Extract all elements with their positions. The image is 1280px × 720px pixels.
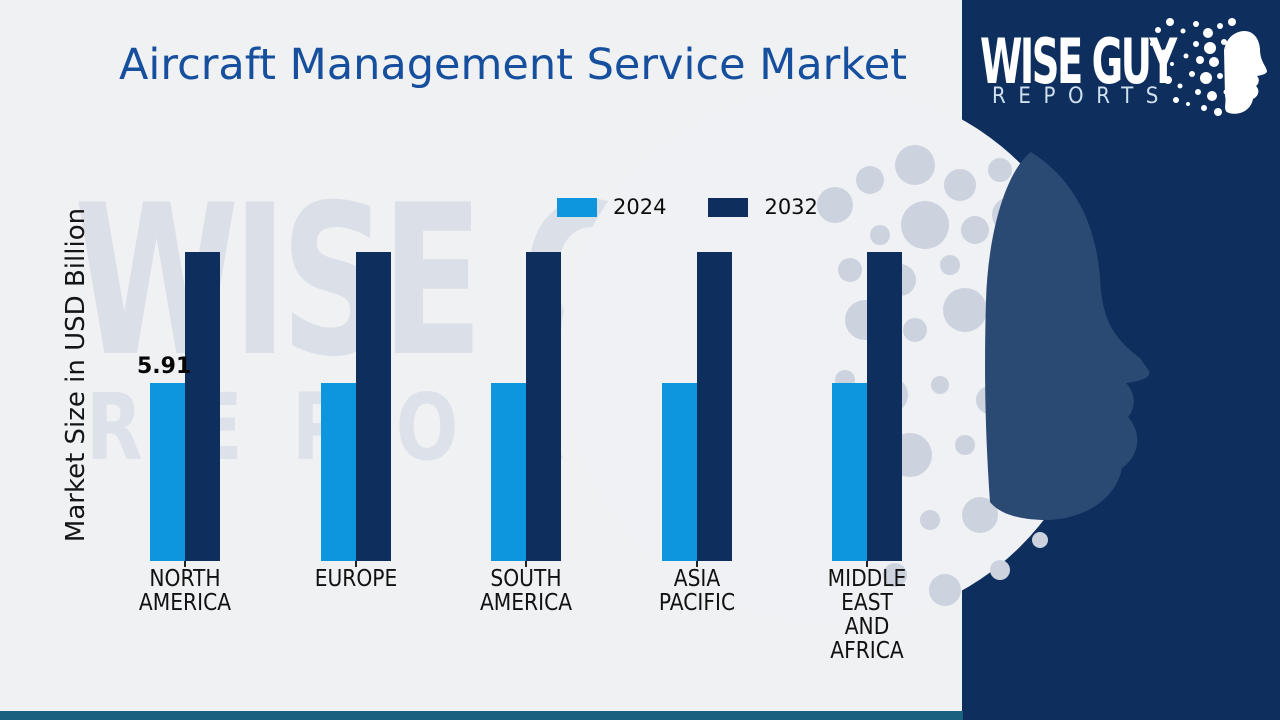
x-axis-label-middle-east-and-africa: MIDDLE EAST AND AFRICA: [827, 566, 907, 664]
bar-2024-north-america: [150, 383, 185, 561]
bar-2024-south-america: [491, 383, 526, 561]
x-axis-tick-south-america: [525, 561, 527, 567]
legend-swatch-2024: [557, 197, 597, 217]
bar-2032-asia-pacific: [696, 252, 732, 561]
bar-2024-middle-east-and-africa: [832, 383, 867, 561]
data-label-2024-north-america: 5.91: [137, 354, 192, 379]
bar-2024-europe: [320, 383, 356, 561]
legend-label-2032: 2032: [764, 195, 818, 219]
page-title: Aircraft Management Service Market: [119, 40, 908, 90]
x-axis-tick-middle-east-and-africa: [866, 561, 868, 567]
bar-2032-north-america: [185, 252, 220, 561]
bottom-accent-bar: [0, 711, 963, 720]
chart-legend: 2024 2032: [557, 195, 818, 219]
legend-label-2024: 2024: [613, 195, 667, 219]
x-axis-label-asia-pacific: ASIA PACIFIC: [658, 566, 735, 616]
logo-reports-text: REPORTS: [992, 84, 1171, 109]
bar-2032-europe: [355, 252, 391, 561]
x-axis-tick-north-america: [184, 561, 186, 567]
bar-2032-south-america: [526, 252, 561, 561]
legend-swatch-2032: [708, 197, 749, 217]
x-axis-label-south-america: SOUTH AMERICA: [479, 566, 573, 616]
x-axis-tick-europe: [354, 561, 357, 567]
x-axis-label-north-america: NORTH AMERICA: [138, 566, 232, 616]
x-axis-label-europe: EUROPE: [314, 566, 397, 592]
y-axis-label: Market Size in USD Billion: [61, 207, 91, 543]
x-axis-tick-asia-pacific: [695, 561, 698, 567]
bar-2032-middle-east-and-africa: [867, 252, 902, 561]
bar-2024-asia-pacific: [661, 383, 697, 561]
logo-wiseguy-text: WISE GUY: [980, 25, 1177, 98]
watermark-head-circle: [560, 85, 1100, 625]
